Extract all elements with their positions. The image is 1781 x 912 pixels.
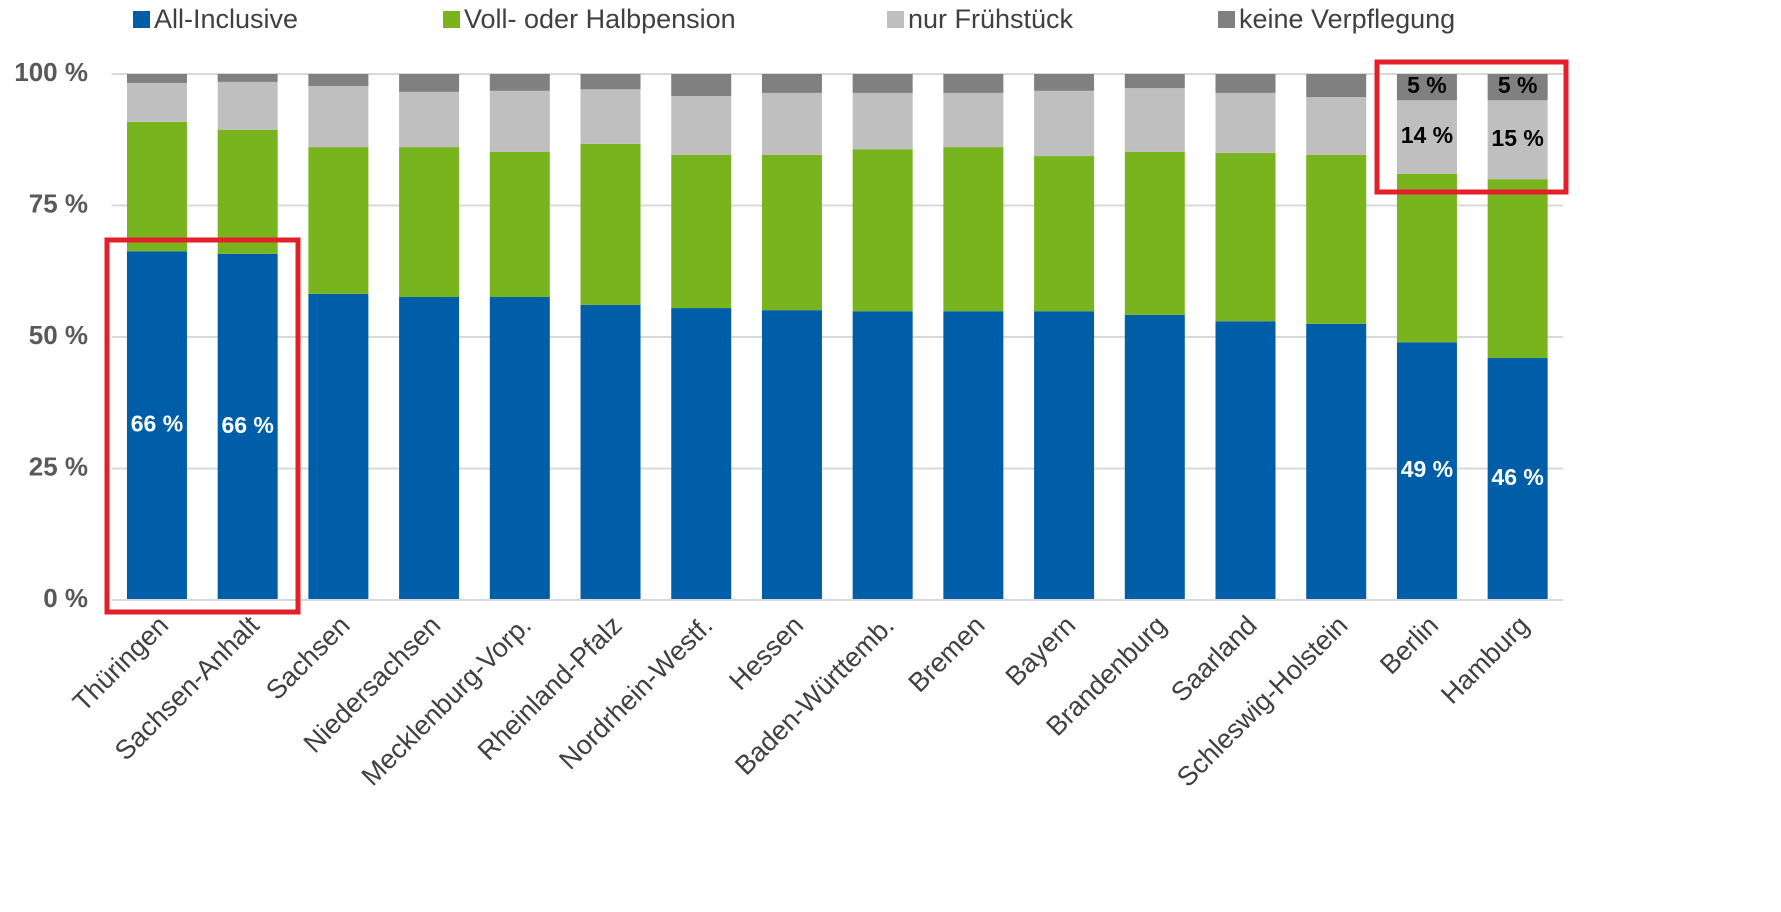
bar-segment (399, 74, 460, 92)
bar-segment (399, 297, 460, 600)
y-tick-label: 25 % (29, 451, 88, 481)
bar-segment (308, 147, 369, 294)
bar-segment (1306, 74, 1367, 98)
bar-segment (1396, 342, 1457, 600)
legend-label: All-Inclusive (154, 4, 298, 34)
bar-segment (217, 253, 278, 600)
bar-segment (1396, 74, 1457, 101)
bar-segment (308, 293, 369, 600)
bar-segment (580, 89, 641, 144)
bar-segment (1034, 90, 1095, 157)
value-label: 5 % (1407, 72, 1447, 98)
x-tick-label: Sachsen (260, 610, 356, 706)
legend-swatch (887, 11, 904, 28)
bar-segment (399, 147, 460, 298)
bar-segment (308, 74, 369, 87)
bar-segment (489, 151, 550, 298)
y-tick-label: 50 % (29, 320, 88, 350)
y-tick-label: 100 % (14, 57, 88, 87)
value-label: 46 % (1491, 464, 1543, 490)
bar-segment (852, 311, 913, 600)
bar-segment (852, 92, 913, 150)
y-tick-label: 75 % (29, 188, 88, 218)
bar-segment (399, 91, 460, 148)
bar-segment (671, 308, 732, 600)
legend-swatch (443, 11, 460, 28)
value-label: 66 % (131, 411, 183, 437)
bar-segment (761, 92, 822, 156)
bar-segment (217, 74, 278, 82)
bar-segment (1215, 152, 1276, 322)
bar-segment (217, 81, 278, 130)
bar-segment (761, 155, 822, 311)
bar-segment (126, 82, 187, 122)
bar-segment (580, 143, 641, 305)
bar-segment (852, 74, 913, 93)
bar-segment (1306, 323, 1367, 600)
bar-segment (1124, 74, 1185, 89)
bar-segment (1215, 92, 1276, 153)
legend-label: keine Verpflegung (1239, 4, 1455, 34)
x-tick-label: Bayern (1000, 610, 1082, 692)
highlight-box (104, 237, 301, 615)
legend-swatch (133, 11, 150, 28)
value-label: 66 % (221, 412, 273, 438)
bar-segment (1306, 155, 1367, 324)
bar-segment (943, 74, 1004, 93)
bar-segment (671, 74, 732, 97)
bar-segment (852, 149, 913, 312)
legend-label: Voll- oder Halbpension (464, 4, 736, 34)
bar-segment (126, 121, 187, 252)
bar-segment (943, 147, 1004, 312)
bar-segment (1215, 74, 1276, 93)
x-tick-label: Hamburg (1435, 610, 1535, 710)
bar-segment (489, 297, 550, 600)
value-label: 15 % (1491, 125, 1543, 151)
x-tick-label: Baden-Württemb. (729, 610, 900, 781)
bar-segment (580, 74, 641, 90)
bar-segment (671, 155, 732, 309)
bar-segment (1487, 74, 1548, 101)
bar-segment (1487, 100, 1548, 180)
bar-segment (1306, 97, 1367, 156)
plot: 0 % 25 % 50 % 75 % 100 % All-Inclusive Voll- o… (14, 4, 1563, 793)
bar-segment (217, 129, 278, 254)
bar-segment (1124, 151, 1185, 315)
bar-segment (126, 251, 187, 600)
bar-segment (580, 304, 641, 600)
x-tick-label: Hessen (723, 610, 809, 696)
y-tick-label: 0 % (43, 583, 88, 613)
bar-segment (761, 310, 822, 600)
bar-segment (1487, 358, 1548, 600)
bar-segment (1396, 173, 1457, 343)
bar-segment (1124, 314, 1185, 600)
bar-segment (1124, 88, 1185, 152)
bar-segment (489, 90, 550, 152)
value-label: 49 % (1401, 456, 1453, 482)
x-tick-label: Mecklenburg-Vorp. (356, 610, 537, 791)
bar-segment (943, 311, 1004, 600)
x-tick-label: Bremen (903, 610, 991, 698)
x-tick-label: Schleswig-Holstein (1171, 610, 1353, 792)
legend-swatch (1218, 11, 1235, 28)
bar-segment (761, 74, 822, 93)
bar-segment (126, 74, 187, 83)
bar-segment (1034, 156, 1095, 312)
bar-segment (308, 86, 369, 148)
bar-segment (1215, 321, 1276, 600)
x-tick-label: Nordrhein-Westf. (553, 610, 718, 775)
highlight-box (1374, 59, 1569, 195)
bar-segment (1487, 179, 1548, 359)
bar-segment (671, 96, 732, 156)
value-label: 14 % (1401, 122, 1453, 148)
x-tick-label: Berlin (1374, 610, 1444, 680)
bar-segment (1034, 74, 1095, 91)
value-label: 5 % (1498, 72, 1538, 98)
bar-segment (489, 74, 550, 91)
bar-segment (1034, 311, 1095, 600)
legend-label: nur Frühstück (908, 4, 1074, 34)
bar-segment (943, 92, 1004, 148)
bar-segment (1396, 100, 1457, 174)
